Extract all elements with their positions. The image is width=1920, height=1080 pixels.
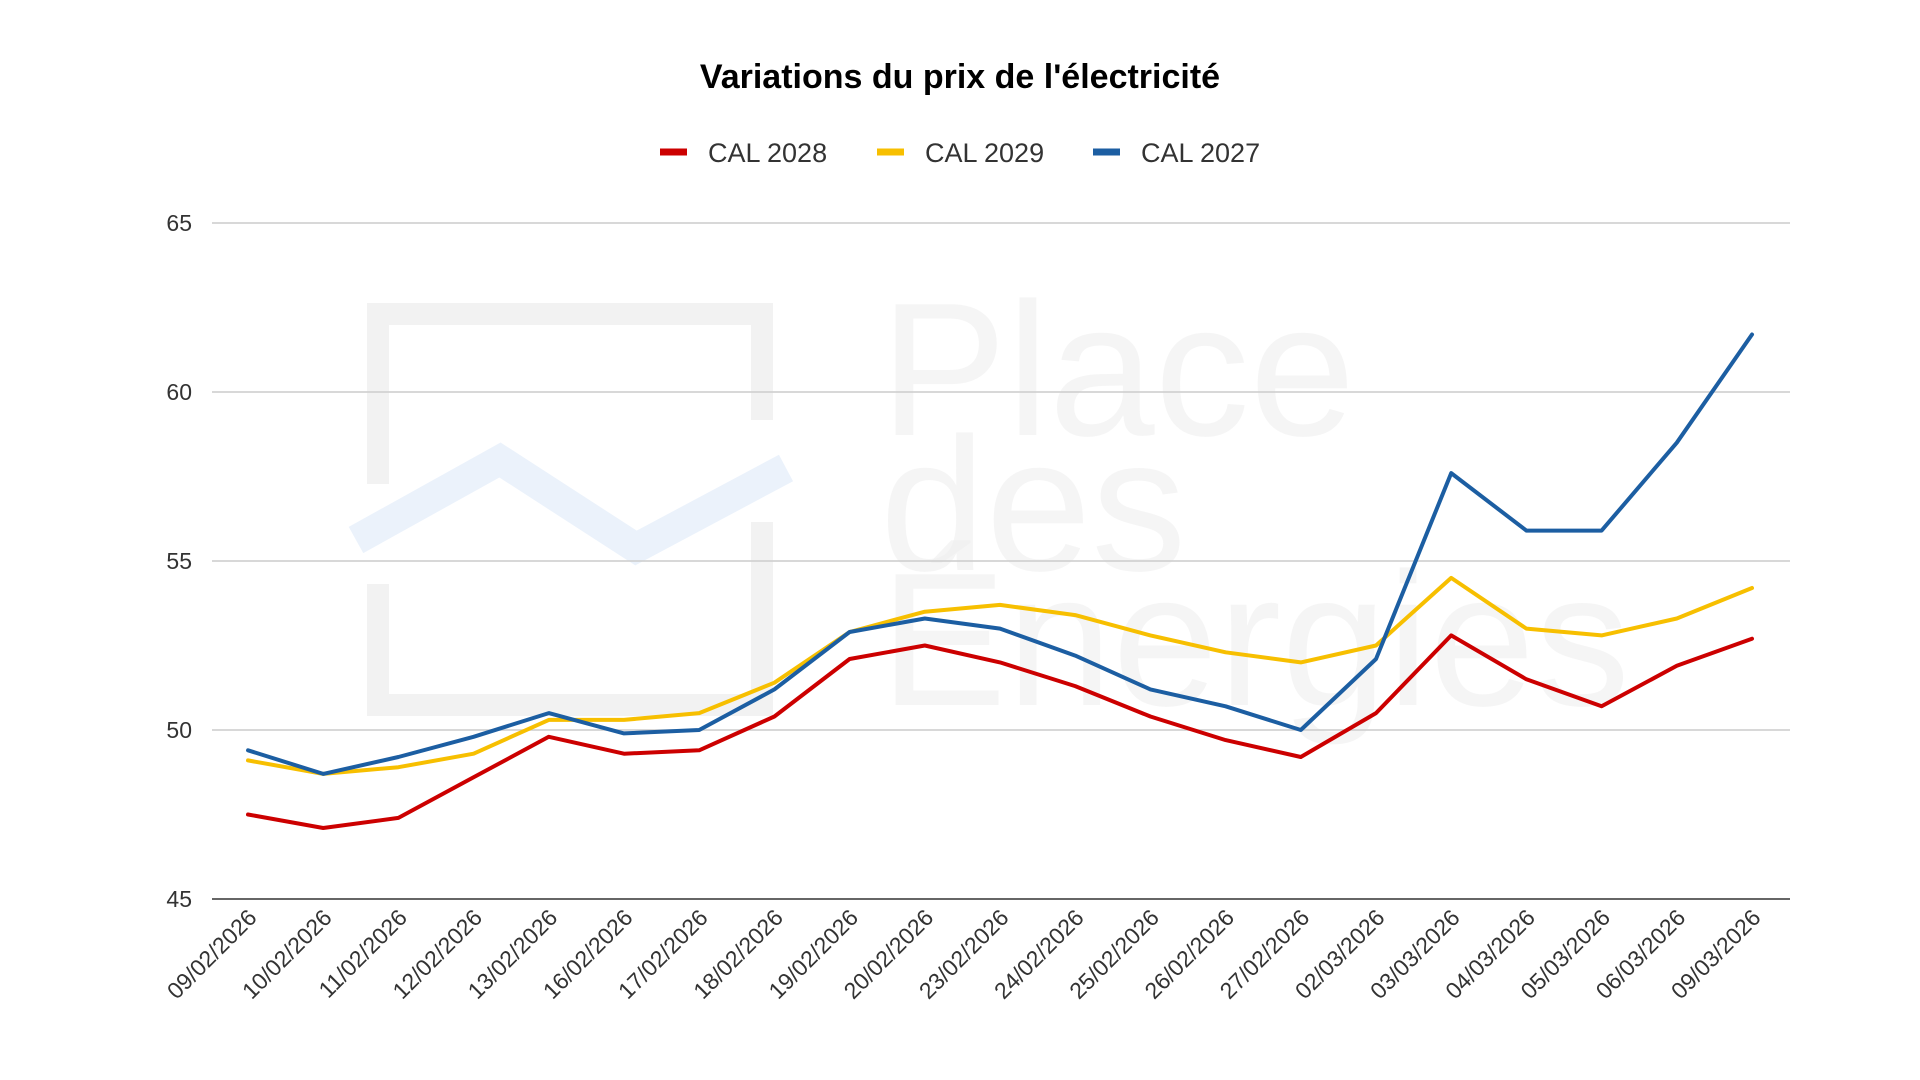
y-tick-label: 45: [166, 886, 192, 912]
series-lines: [246, 332, 1754, 830]
watermark-text-line-2: des: [880, 399, 1186, 611]
watermark: Place des Énergies: [348, 264, 1630, 746]
y-axis-ticks: 45 50 55 60 65: [166, 210, 192, 912]
watermark-text-line-1: Place: [880, 264, 1355, 476]
y-tick-label: 60: [166, 379, 192, 405]
series-line-cal-2027: [246, 332, 1754, 776]
y-tick-label: 65: [166, 210, 192, 236]
watermark-logo-frame-top: [367, 303, 773, 484]
legend-label: CAL 2027: [1141, 138, 1260, 168]
legend-label: CAL 2028: [708, 138, 827, 168]
watermark-logo: [348, 303, 794, 716]
series-line-cal-2029: [246, 575, 1754, 776]
series-line-cal-2028: [246, 633, 1754, 830]
grid-lines: [212, 222, 1790, 900]
chart-title: Variations du prix de l'électricité: [700, 58, 1220, 96]
watermark-logo-frame-bottom: [367, 522, 773, 716]
y-tick-label: 55: [166, 548, 192, 574]
legend-label: CAL 2029: [925, 138, 1044, 168]
chart-legend: CAL 2028 CAL 2029 CAL 2027: [660, 138, 1260, 168]
watermark-logo-chevron: [348, 442, 794, 566]
watermark-text-line-3: Énergies: [880, 534, 1630, 746]
x-axis-ticks: 09/02/202610/02/202611/02/202612/02/2026…: [162, 904, 1766, 1004]
y-tick-label: 50: [166, 717, 192, 743]
